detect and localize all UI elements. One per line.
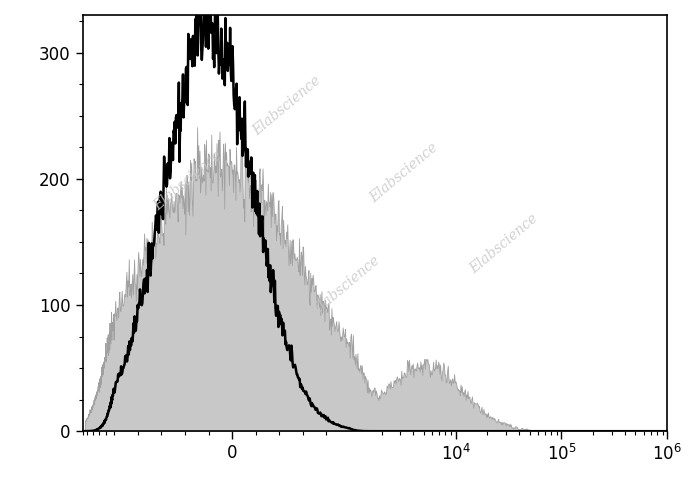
Text: Elabscience: Elabscience <box>250 74 324 139</box>
Text: Elabscience: Elabscience <box>151 149 224 214</box>
Text: Elabscience: Elabscience <box>367 141 441 205</box>
Text: Elabscience: Elabscience <box>467 211 540 276</box>
Text: Elabscience: Elabscience <box>309 253 383 318</box>
